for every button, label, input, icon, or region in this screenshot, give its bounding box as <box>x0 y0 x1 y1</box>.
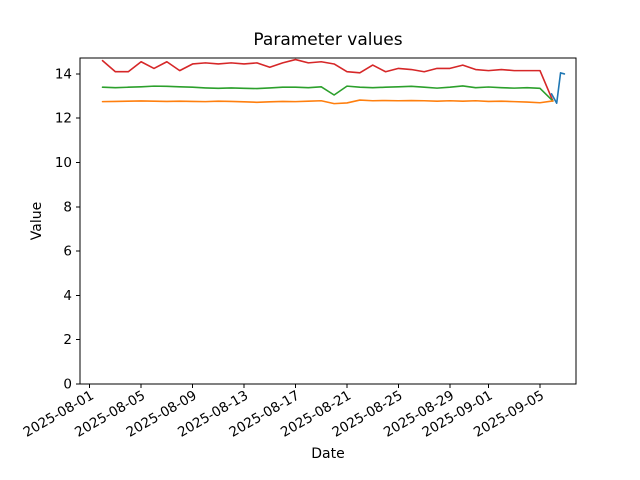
y-tick-label: 0 <box>63 377 72 393</box>
series-line-orange <box>101 99 554 105</box>
y-axis-label: Value <box>29 201 45 241</box>
series-line-blue <box>550 72 566 104</box>
y-tick-label: 12 <box>55 111 72 127</box>
series-line-green <box>101 85 554 102</box>
y-tick-label: 2 <box>63 332 72 348</box>
chart-title: Parameter values <box>253 30 403 50</box>
x-axis-label: Date <box>311 446 345 462</box>
y-tick-label: 14 <box>55 66 72 82</box>
y-tick-label: 10 <box>55 155 72 171</box>
y-tick-label: 6 <box>63 244 72 260</box>
y-tick-label: 4 <box>63 288 72 304</box>
axes-frame <box>79 57 577 385</box>
series-line-red <box>101 58 554 102</box>
y-tick-label: 8 <box>63 199 72 215</box>
